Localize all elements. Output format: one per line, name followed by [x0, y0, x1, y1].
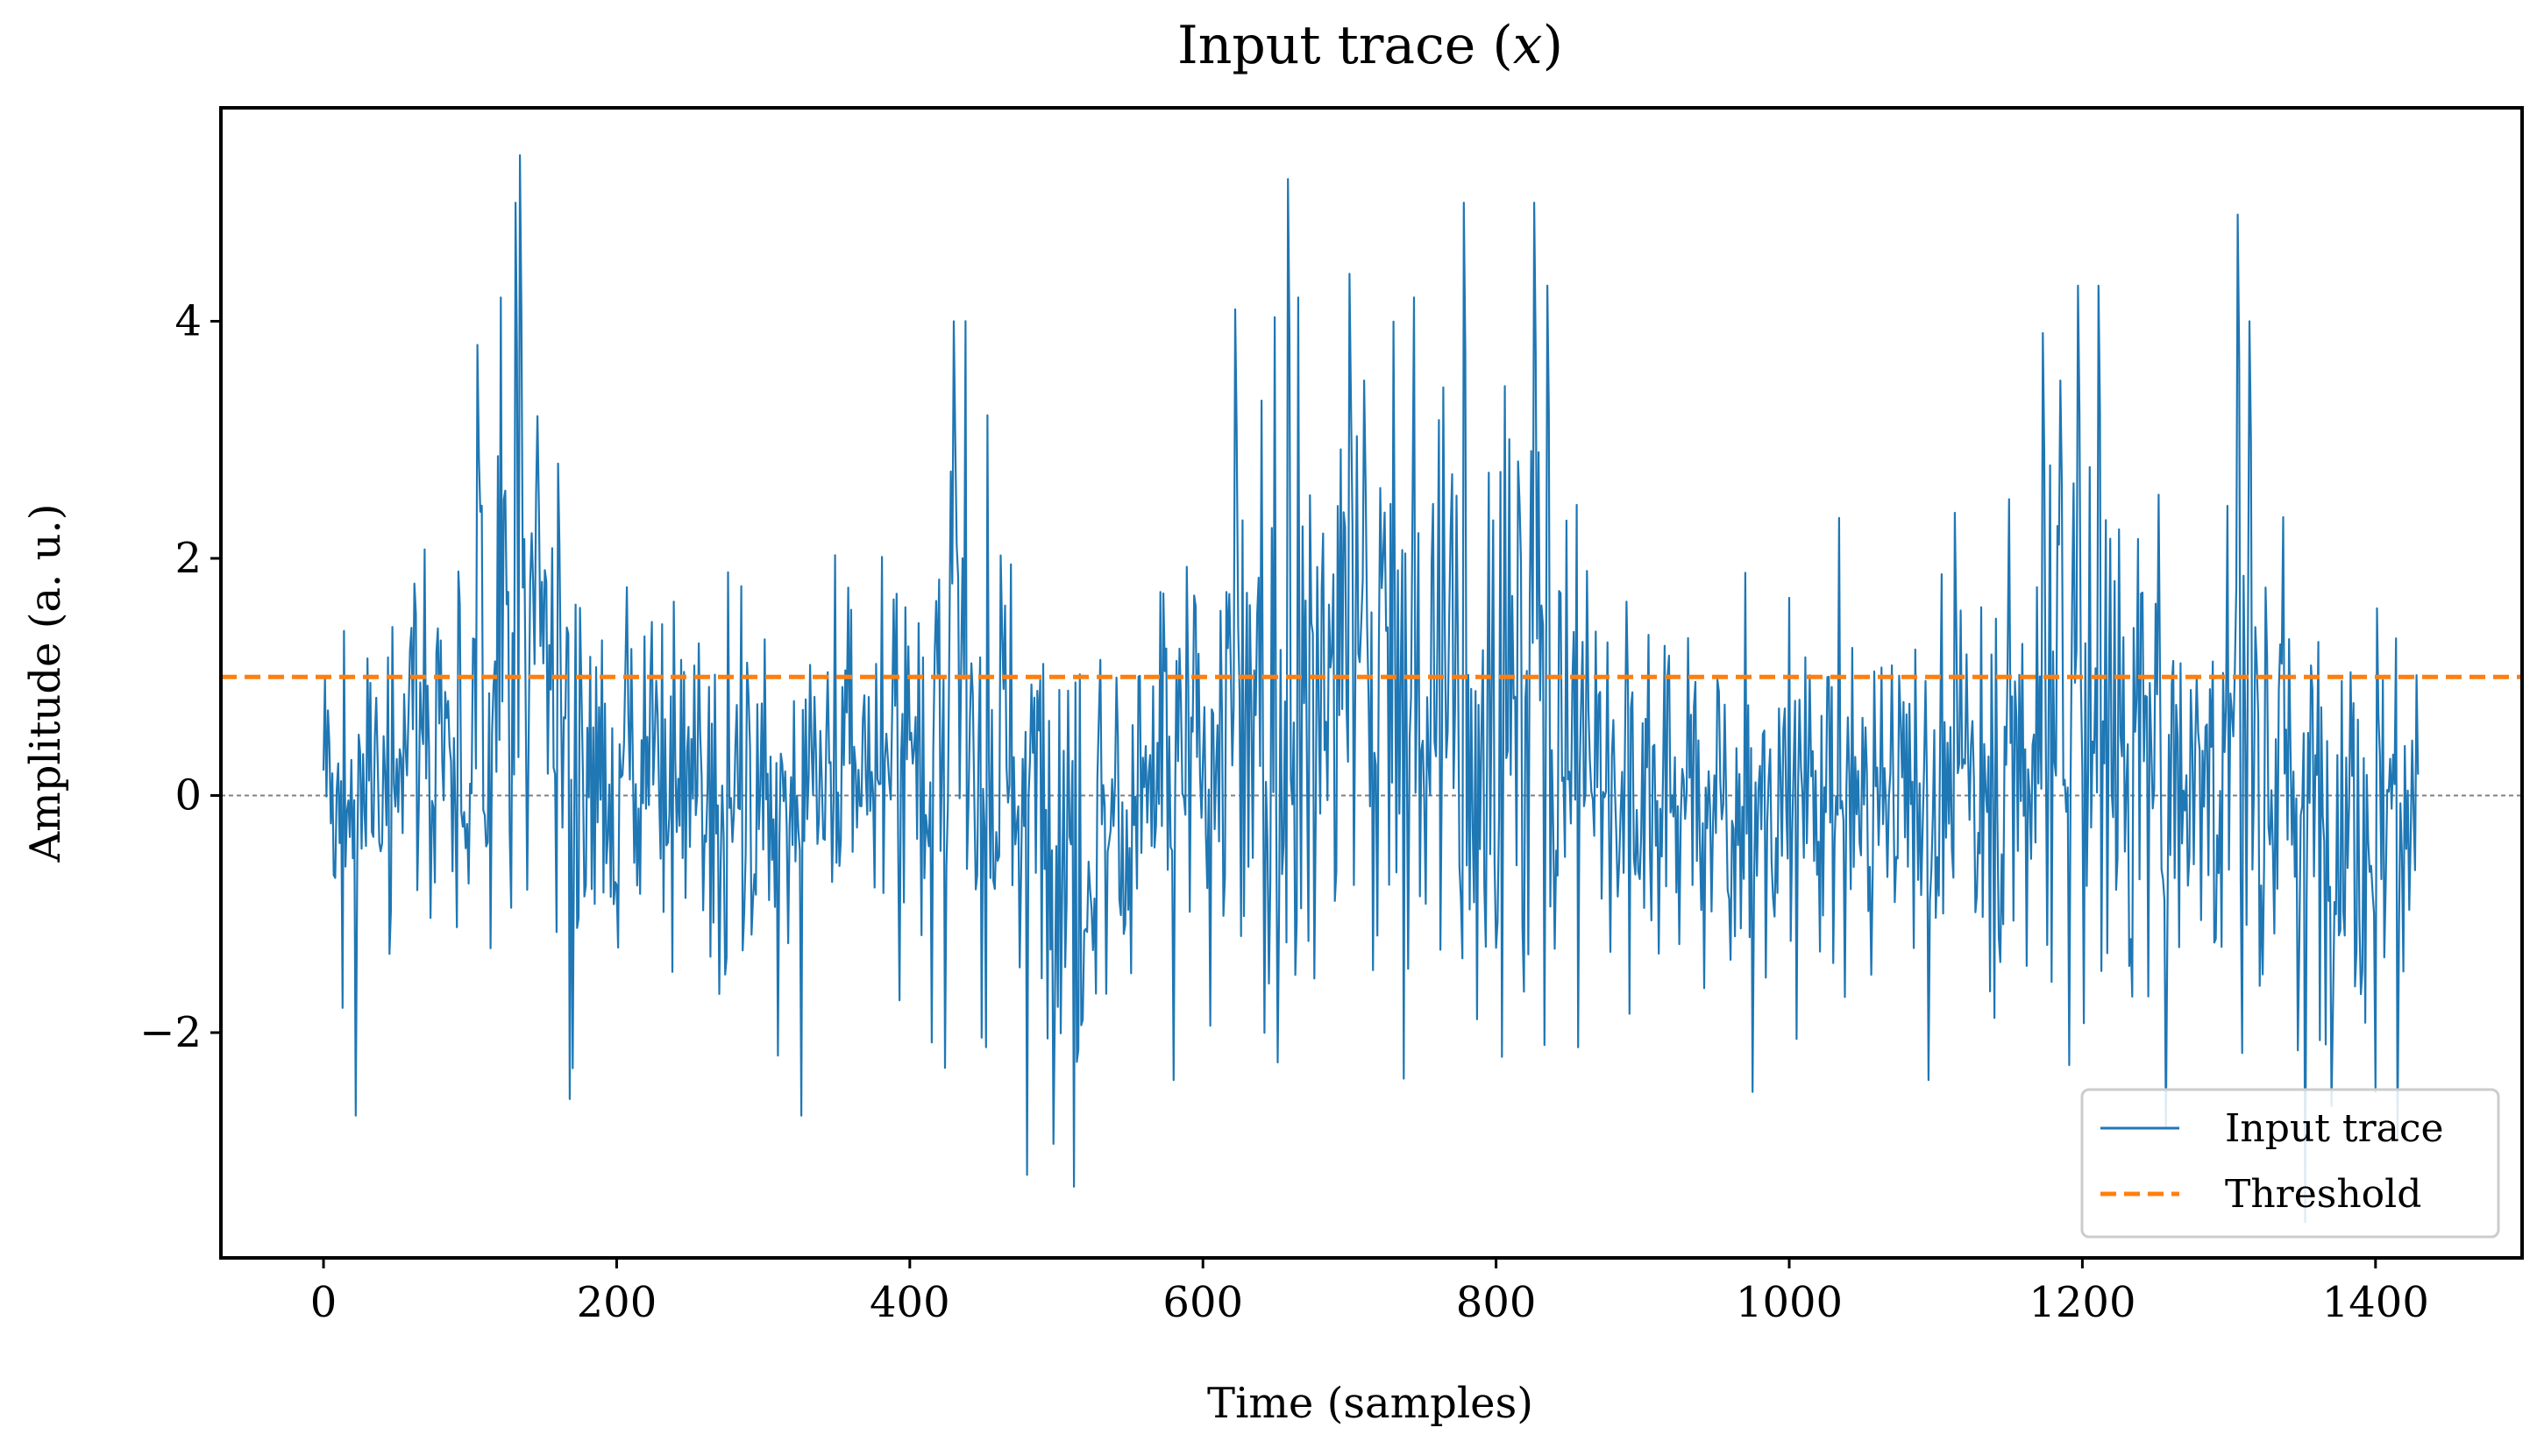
series-input-trace — [322, 154, 2420, 1224]
title-close: ) — [1543, 15, 1563, 76]
x-tick-label: 600 — [1162, 1278, 1243, 1327]
y-tick-label: 4 — [174, 296, 202, 345]
x-tick-label: 1200 — [2029, 1278, 2135, 1327]
y-axis-label: Amplitude (a. u.) — [21, 504, 70, 863]
legend-label-trace: Input trace — [2225, 1106, 2444, 1151]
x-tick-label: 200 — [577, 1278, 657, 1327]
title-text: Input trace ( — [1177, 15, 1513, 76]
legend-label-threshold: Threshold — [2225, 1172, 2421, 1217]
y-tick-label: −2 — [139, 1008, 202, 1057]
x-axis-label: Time (samples) — [1207, 1379, 1533, 1428]
trace-layer — [322, 154, 2420, 1224]
legend: Input trace Threshold — [2080, 1088, 2500, 1239]
x-tick-label: 1000 — [1736, 1278, 1843, 1327]
x-tick-label: 0 — [310, 1278, 338, 1327]
title-variable: x — [1513, 15, 1543, 76]
x-ticks: 0 200 400 600 800 1000 1200 1400 — [310, 1258, 2429, 1327]
chart-title: Input trace (x) — [1177, 15, 1563, 76]
x-tick-label: 800 — [1456, 1278, 1537, 1327]
x-tick-label: 400 — [870, 1278, 950, 1327]
y-tick-label: 0 — [174, 771, 202, 820]
axes-frame — [219, 106, 2524, 1260]
y-tick-label: 2 — [174, 534, 202, 583]
y-ticks: −2 0 2 4 — [139, 296, 221, 1057]
legend-box — [2080, 1088, 2500, 1239]
x-tick-label: 1400 — [2322, 1278, 2429, 1327]
